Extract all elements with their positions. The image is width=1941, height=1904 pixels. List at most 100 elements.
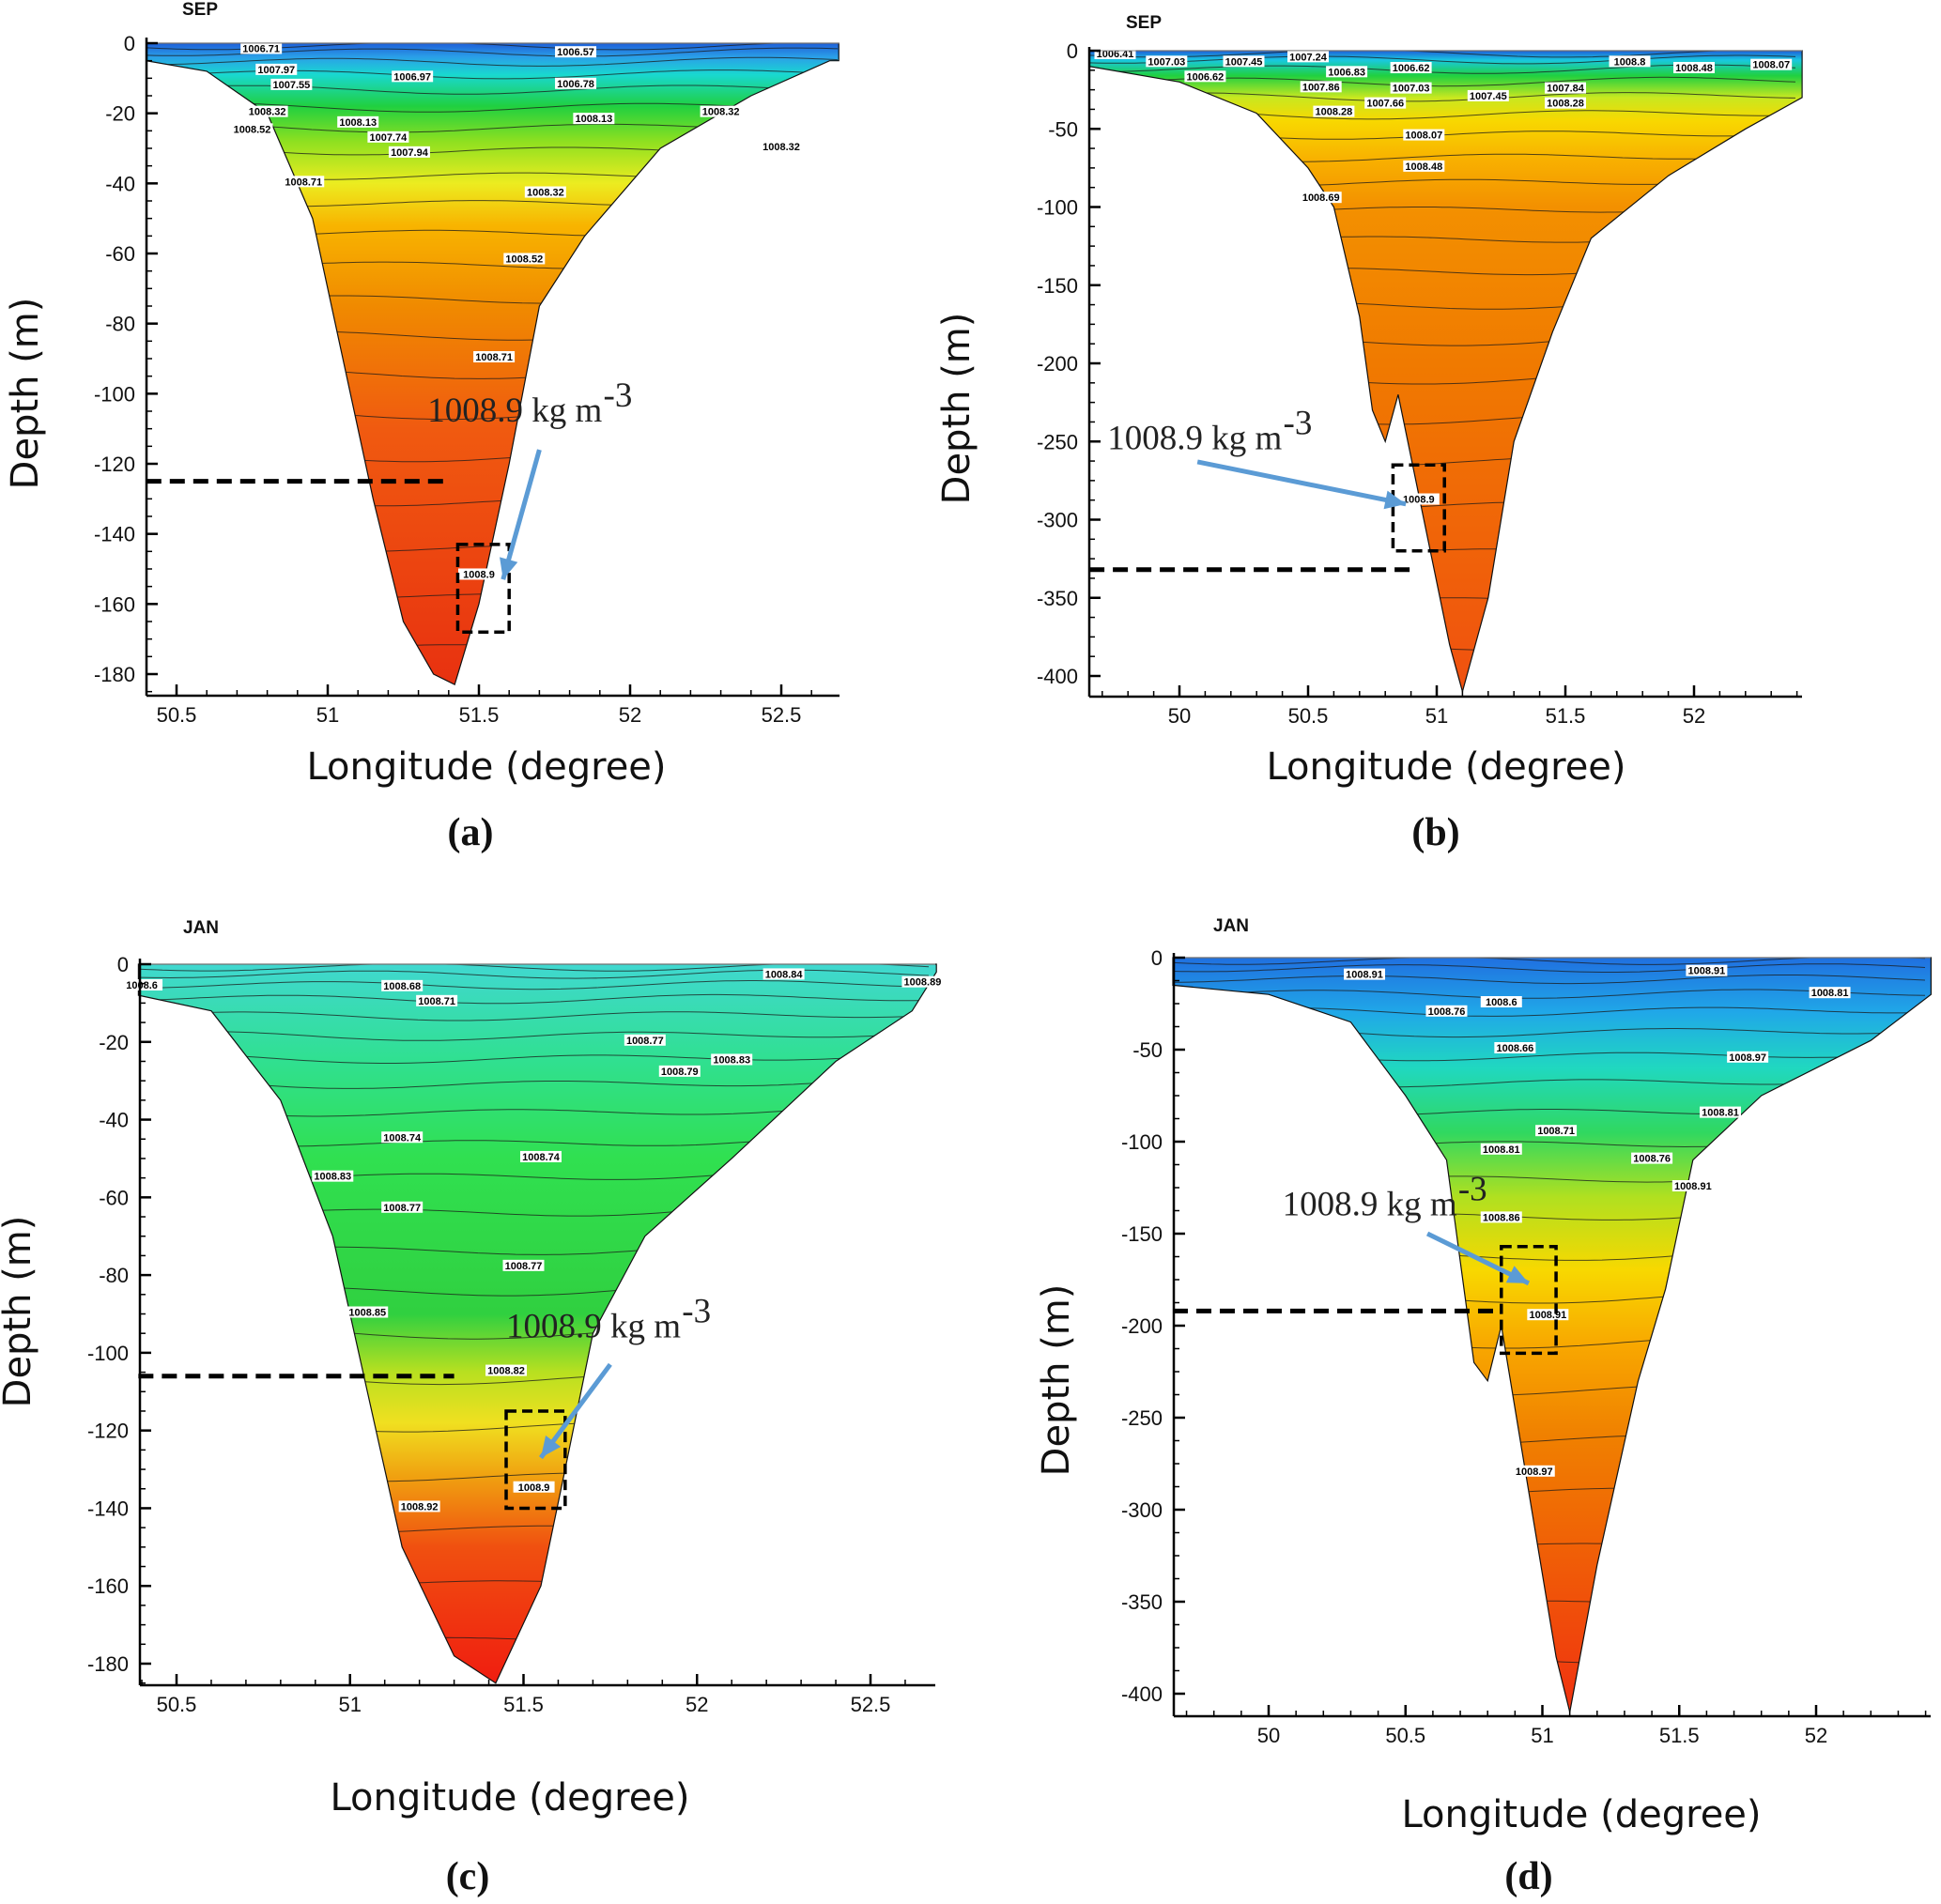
contour-label: 1008.89 bbox=[901, 975, 944, 989]
contour-line bbox=[139, 1622, 930, 1642]
svg-text:1008.83: 1008.83 bbox=[314, 1172, 351, 1183]
contour-label: 1008.28 bbox=[1313, 105, 1355, 118]
svg-text:1007.74: 1007.74 bbox=[370, 132, 408, 144]
svg-text:1008.91: 1008.91 bbox=[1529, 1310, 1566, 1321]
seabed-outline bbox=[146, 42, 840, 686]
highlight-box bbox=[1391, 463, 1446, 553]
contour-line bbox=[1173, 975, 1926, 985]
contour-label: 1008.92 bbox=[398, 1500, 440, 1512]
y-tick-label: -100 bbox=[87, 1342, 129, 1365]
contour-label: 1008.76 bbox=[1425, 1005, 1468, 1018]
arrow-head-icon bbox=[1383, 490, 1407, 510]
y-tick-label: -400 bbox=[1121, 1682, 1163, 1706]
highlight-box bbox=[455, 543, 511, 634]
svg-text:1008.79: 1008.79 bbox=[661, 1067, 699, 1078]
arrow-head-icon bbox=[540, 1436, 562, 1458]
x-tick-label: 51.5 bbox=[1546, 704, 1586, 728]
contour-label: 1008.91 bbox=[1344, 968, 1386, 981]
x-axis-label: Longitude (degree) bbox=[330, 1776, 689, 1820]
svg-text:1008.77: 1008.77 bbox=[626, 1036, 664, 1047]
panel-title: SEP bbox=[1126, 13, 1162, 33]
x-tick-label: 50.5 bbox=[1288, 704, 1329, 728]
svg-text:1008.85: 1008.85 bbox=[348, 1308, 386, 1319]
x-tick-label: 51 bbox=[1425, 704, 1448, 728]
contour-line bbox=[146, 584, 839, 600]
contour-label: 1008.85 bbox=[347, 1306, 389, 1319]
svg-text:1008.71: 1008.71 bbox=[1537, 1126, 1575, 1137]
y-tick-label: -20 bbox=[99, 1031, 129, 1054]
contour-label: 1008.68 bbox=[381, 979, 424, 992]
svg-text:1006.62: 1006.62 bbox=[1187, 71, 1225, 83]
svg-text:1008.8: 1008.8 bbox=[1614, 56, 1646, 68]
y-tick-label: -60 bbox=[99, 1186, 129, 1209]
contour-label: 1006.57 bbox=[555, 46, 597, 58]
seabed-outline bbox=[1172, 957, 1932, 1712]
contour-line bbox=[146, 56, 839, 67]
contour-line bbox=[139, 993, 930, 1005]
y-tick-label: -100 bbox=[1037, 196, 1078, 220]
svg-text:1006.97: 1006.97 bbox=[393, 71, 431, 83]
contour-label: 1008.9 bbox=[1397, 493, 1440, 506]
contour-label: 1007.97 bbox=[255, 63, 298, 76]
contour-label: 1007.66 bbox=[1364, 97, 1407, 110]
x-axis-label: Longitude (degree) bbox=[1266, 745, 1625, 789]
contour-label: 1008.84 bbox=[763, 968, 805, 980]
y-tick-label: -40 bbox=[99, 1109, 129, 1132]
contour-line bbox=[146, 84, 839, 95]
panel-letter: (b) bbox=[1411, 811, 1459, 854]
annotation-superscript: -3 bbox=[682, 1292, 711, 1330]
svg-text:1008.74: 1008.74 bbox=[383, 1132, 422, 1144]
svg-text:1008.48: 1008.48 bbox=[1405, 161, 1442, 173]
svg-text:1008.52: 1008.52 bbox=[234, 124, 271, 135]
svg-text:1007.45: 1007.45 bbox=[1470, 91, 1507, 102]
contour-label: 1008.71 bbox=[1535, 1125, 1578, 1137]
density-field bbox=[138, 964, 937, 1683]
contour-label: 1008.74 bbox=[381, 1131, 424, 1144]
y-tick-label: 0 bbox=[1151, 946, 1163, 970]
svg-text:1007.55: 1007.55 bbox=[272, 80, 310, 91]
y-tick-label: -40 bbox=[105, 172, 135, 195]
y-tick-label: -250 bbox=[1037, 430, 1078, 453]
contour-line bbox=[1173, 963, 1926, 973]
svg-text:1008.07: 1008.07 bbox=[1405, 131, 1442, 142]
svg-text:1007.94: 1007.94 bbox=[391, 147, 429, 159]
svg-text:1008.13: 1008.13 bbox=[575, 114, 612, 125]
contour-line bbox=[140, 980, 930, 990]
svg-text:1008.81: 1008.81 bbox=[1811, 988, 1849, 999]
contour-line bbox=[1173, 1645, 1926, 1665]
svg-text:1008.83: 1008.83 bbox=[713, 1054, 750, 1066]
x-tick-label: 50 bbox=[1257, 1724, 1280, 1747]
contour-label: 1006.62 bbox=[1390, 61, 1432, 74]
contour-label: 1008.91 bbox=[1671, 1180, 1714, 1192]
contour-label: 1007.03 bbox=[1146, 55, 1188, 68]
contour-label: 1006.97 bbox=[392, 70, 434, 83]
annotation-label: 1008.9 kg m bbox=[427, 392, 602, 430]
density-field bbox=[1173, 958, 1932, 1712]
y-tick-label: -200 bbox=[1121, 1314, 1163, 1338]
svg-text:1008.48: 1008.48 bbox=[1675, 63, 1713, 74]
contour-label: 1008.82 bbox=[485, 1364, 528, 1377]
x-tick-label: 51 bbox=[1531, 1724, 1553, 1747]
contour-label: 1008.69 bbox=[1300, 192, 1342, 204]
contour-label: 1006.83 bbox=[1326, 66, 1368, 78]
svg-text:1008.68: 1008.68 bbox=[383, 981, 421, 992]
x-tick-label: 51.5 bbox=[459, 703, 500, 727]
svg-text:1007.03: 1007.03 bbox=[1148, 56, 1185, 68]
svg-text:1006.62: 1006.62 bbox=[1393, 63, 1430, 74]
contour-label: 1007.74 bbox=[367, 131, 409, 144]
x-tick-label: 52 bbox=[1683, 704, 1705, 728]
contour-label: 1008.76 bbox=[1631, 1152, 1673, 1165]
contour-label: 1008.97 bbox=[1727, 1051, 1769, 1064]
seabed-outline bbox=[1088, 50, 1803, 694]
contour-label: 1007.45 bbox=[1467, 89, 1509, 102]
y-tick-label: -120 bbox=[94, 453, 135, 476]
x-tick-label: 50.5 bbox=[157, 1693, 197, 1716]
contour-label: 1008.13 bbox=[337, 115, 379, 129]
y-tick-label: -250 bbox=[1121, 1406, 1163, 1430]
annotation-superscript: -3 bbox=[604, 376, 633, 415]
contour-label: 1008.13 bbox=[573, 113, 615, 125]
y-tick-label: -350 bbox=[1037, 587, 1078, 610]
panel-letter: (c) bbox=[446, 1855, 490, 1898]
y-tick-label: -20 bbox=[105, 102, 135, 126]
x-tick-label: 51 bbox=[339, 1693, 362, 1716]
